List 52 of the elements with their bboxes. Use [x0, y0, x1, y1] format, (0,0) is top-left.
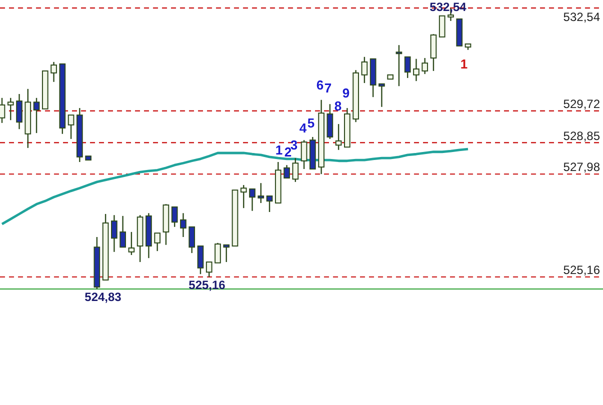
text: 524,83	[84, 290, 122, 304]
candlestick	[422, 57, 428, 75]
text: 527,98	[563, 160, 600, 174]
candlestick	[50, 61, 57, 83]
candlestick	[111, 214, 118, 253]
candlestick	[223, 244, 230, 263]
candlestick	[120, 215, 126, 248]
candlestick	[188, 226, 196, 254]
candlestick	[68, 114, 74, 140]
annotation: 2	[284, 144, 292, 160]
candlestick	[438, 15, 446, 38]
annotation: 525,16	[188, 278, 226, 292]
candlestick	[378, 83, 385, 108]
candlestick	[361, 56, 368, 84]
annotation: 3	[290, 138, 298, 152]
candlestick	[7, 97, 14, 121]
candlestick	[33, 97, 40, 134]
candlestick	[180, 212, 186, 238]
annotation: 8	[334, 98, 342, 114]
text: 529,72	[563, 97, 600, 111]
candlestick	[396, 44, 402, 87]
candlestick	[258, 182, 264, 204]
annotation: 9	[342, 86, 350, 100]
annotation: 7	[324, 80, 332, 96]
candlestick	[413, 58, 420, 82]
candlestick	[154, 232, 161, 252]
candlestick	[266, 195, 273, 213]
candlestick	[16, 93, 22, 130]
text: 528,85	[563, 129, 600, 143]
candlestick	[284, 164, 290, 179]
candlestick	[128, 231, 135, 256]
annotation: 1	[275, 142, 283, 158]
annotation: 4	[299, 120, 308, 136]
candlestick	[326, 104, 334, 140]
candlestick	[249, 188, 256, 212]
candlestick	[335, 123, 342, 151]
text: 525,16	[563, 263, 600, 277]
annotation: 5	[307, 116, 315, 130]
candlestick	[206, 261, 212, 278]
candlestick	[197, 245, 204, 275]
candlestick	[404, 56, 411, 79]
candlestick	[292, 157, 299, 183]
candlestick	[300, 139, 308, 170]
annotation: 1	[460, 56, 468, 72]
candlestick	[171, 206, 178, 228]
candlestick	[214, 242, 221, 264]
candlestick	[0, 97, 6, 124]
annotation: 6	[316, 78, 324, 92]
text: 532,54	[563, 10, 600, 24]
annotation: 532,54	[430, 0, 467, 14]
candlestick	[240, 184, 247, 209]
candlestick	[430, 34, 437, 72]
